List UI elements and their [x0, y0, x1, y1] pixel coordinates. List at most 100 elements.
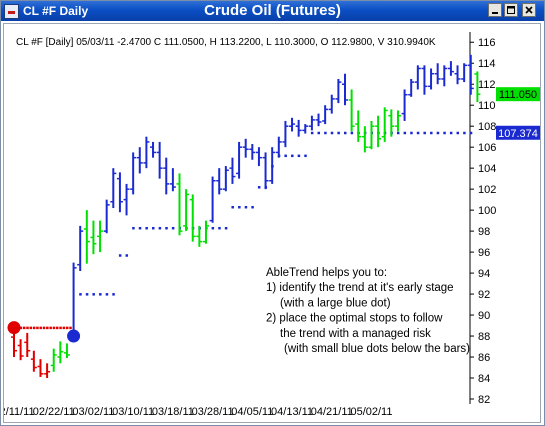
y-tick-label: 92 [478, 289, 490, 301]
y-tick-label: 102 [478, 184, 496, 196]
trailing-stop-dot [456, 131, 460, 135]
price-bar [335, 78, 342, 104]
price-bar [63, 343, 70, 359]
trailing-stop-dot [344, 131, 347, 135]
price-bar [110, 168, 117, 209]
y-tick-label: 82 [478, 394, 490, 406]
price-bar [77, 225, 84, 271]
price-bar [302, 124, 309, 134]
trailing-stop-dot [165, 226, 168, 230]
price-bar [368, 120, 375, 150]
trailing-stop-dot [105, 293, 109, 296]
price-bar [57, 341, 64, 364]
price-bar [83, 210, 90, 264]
price-bar [381, 107, 388, 142]
price-bar [70, 262, 77, 337]
x-tick-label: 05/02/11 [350, 406, 392, 418]
maximize-button[interactable] [504, 3, 518, 17]
price-bar [328, 94, 335, 114]
price-bar [222, 166, 229, 192]
price-bar [454, 65, 461, 85]
y-tick-label: 98 [478, 226, 490, 238]
price-bar [183, 189, 190, 232]
trailing-stop-dot [152, 226, 155, 230]
y-tick-label: 90 [478, 310, 490, 322]
price-bar [447, 61, 454, 76]
annotation-line: (with small blue dots below the bars) [284, 343, 470, 355]
price-bar [441, 65, 448, 87]
price-bar [229, 157, 236, 184]
price-bar [11, 333, 17, 358]
y-tick-label: 84 [478, 373, 490, 385]
y-tick-label: 112 [478, 79, 496, 91]
x-tick-label: 04/13/11 [271, 406, 313, 418]
price-bar [130, 152, 137, 195]
price-bar [17, 339, 24, 361]
minimize-button[interactable] [488, 3, 502, 17]
price-bar [421, 65, 428, 95]
close-button[interactable] [522, 3, 536, 17]
price-bar [275, 136, 282, 158]
last-price-label: 111.050 [499, 89, 537, 101]
trailing-stop-dot [304, 154, 307, 158]
trailing-stop-dot [410, 131, 413, 135]
price-bar [414, 65, 421, 90]
trailing-stop-dot [238, 205, 241, 209]
trailing-stop-dot [224, 226, 228, 230]
down-stop-dot [39, 326, 42, 330]
title-bar[interactable]: CL #F Daily Crude Oil (Futures) [1, 1, 544, 21]
trailing-stop-dot [396, 131, 400, 135]
y-tick-label: 106 [478, 142, 496, 154]
down-stop-dot [56, 326, 59, 330]
trailing-stop-dot [324, 131, 327, 135]
price-bar [348, 89, 355, 132]
y-tick-label: 96 [478, 247, 490, 259]
down-stop-dot [22, 326, 26, 330]
price-bar [394, 110, 401, 132]
trend-signal-dot [67, 329, 81, 343]
trailing-stop-dot [231, 205, 234, 209]
trailing-stop-dot [171, 226, 175, 230]
trailing-stop-dot [430, 131, 433, 135]
trailing-stop-dot [118, 254, 122, 257]
price-bar [236, 141, 243, 179]
down-stop-dot [62, 326, 66, 330]
trailing-stop-dot [112, 293, 115, 296]
price-bar [30, 350, 37, 372]
down-stop-dot [52, 326, 56, 330]
trailing-stop-dot [449, 131, 453, 135]
maximize-icon [507, 6, 515, 14]
price-bar [249, 144, 256, 160]
price-bar [116, 172, 123, 213]
price-bar [156, 141, 163, 179]
price-bar [289, 117, 296, 132]
price-bar [24, 332, 31, 358]
price-bar [461, 63, 468, 83]
trailing-stop-dot [330, 131, 334, 135]
down-stop-dot [69, 326, 72, 330]
x-tick-label: 03/28/11 [192, 406, 234, 418]
price-bar [176, 173, 183, 236]
price-bar [50, 348, 57, 372]
price-bar [169, 168, 176, 192]
trailing-stop-dot [317, 131, 321, 135]
price-bar [342, 73, 348, 106]
y-tick-label: 104 [478, 163, 496, 175]
price-bar [136, 147, 143, 174]
price-chart[interactable]: 8284868890929496981001021041061081101121… [4, 24, 540, 422]
chart-app-icon [4, 4, 19, 19]
price-bar [262, 152, 269, 190]
trailing-stop-dot [158, 226, 162, 230]
trailing-stop-dot [251, 205, 254, 209]
y-tick-label: 116 [478, 37, 496, 49]
trend-signal-dot [7, 321, 21, 335]
price-bar [242, 138, 249, 158]
trailing-stop-dot [125, 254, 129, 257]
price-bar [361, 126, 368, 153]
trailing-stop-dot [138, 226, 142, 230]
annotation-line: AbleTrend helps you to: [266, 267, 387, 279]
price-bar [282, 120, 289, 148]
trailing-stop-dot [145, 226, 148, 230]
price-bar [355, 110, 362, 142]
price-bar [308, 115, 315, 131]
